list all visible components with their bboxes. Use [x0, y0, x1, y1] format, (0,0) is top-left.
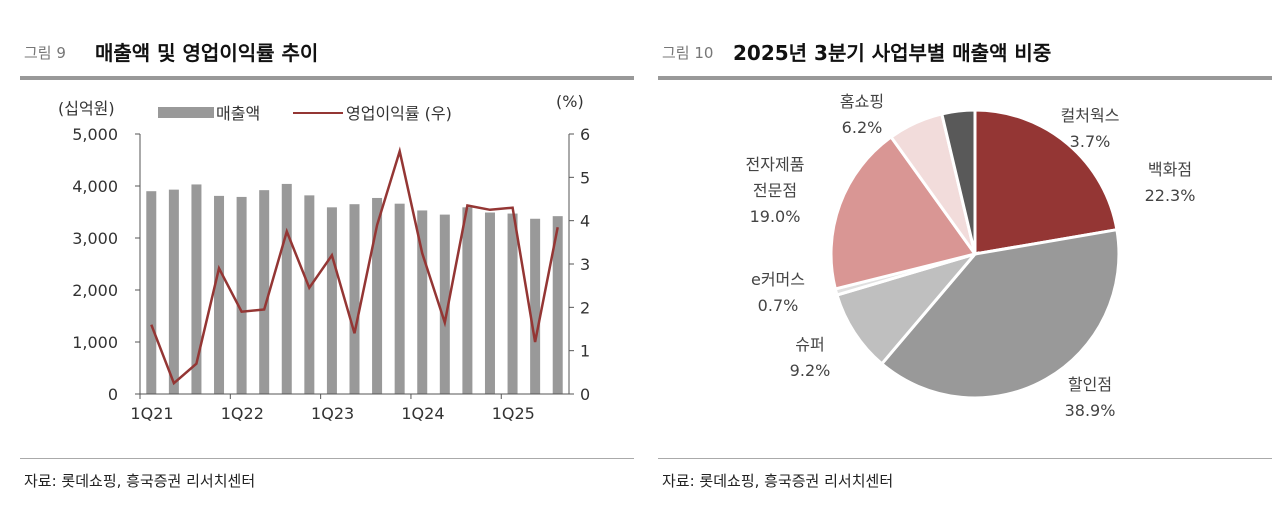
right-tick-label: 3 — [580, 255, 590, 274]
bar-2Q22 — [259, 190, 270, 394]
fig10-rule — [658, 76, 1272, 80]
right-tick-label: 6 — [580, 125, 590, 144]
pie-label-homeshopping: 홈쇼핑 6.2% — [839, 92, 885, 137]
legend-line-label: 영업이익률 (우) — [346, 104, 452, 123]
fig10-bottom-rule — [658, 458, 1272, 459]
fig9-title: 매출액 및 영업이익률 추이 — [95, 41, 319, 65]
pie-label-culture: 컬처웍스 3.7% — [1060, 106, 1120, 151]
pie-slice-전자제품 전문점 — [829, 134, 978, 291]
pie-slice-컬처웍스 — [939, 108, 977, 255]
x-tick-label: 1Q24 — [401, 404, 444, 423]
fig10-title: 2025년 3분기 사업부별 매출액 비중 — [733, 41, 1052, 65]
legend-bar-swatch — [158, 107, 214, 118]
bar-4Q23 — [394, 203, 405, 394]
x-tick-label: 1Q22 — [221, 404, 264, 423]
pie-label-dept: 백화점 22.3% — [1144, 160, 1196, 205]
pie-label-electronics: 전자제품 전문점 19.0% — [745, 155, 805, 226]
margin-line — [150, 146, 559, 386]
bar-1Q24 — [417, 210, 428, 394]
left-tick-label: 3,000 — [72, 229, 118, 248]
right-tick-label: 2 — [580, 298, 590, 317]
pie-label-discount: 할인점 38.9% — [1064, 375, 1116, 420]
left-tick-label: 0 — [108, 385, 118, 404]
legend-bar-label: 매출액 — [216, 104, 261, 123]
left-tick-label: 4,000 — [72, 177, 118, 196]
legend-line-swatch — [293, 112, 343, 114]
left-tick-label: 2,000 — [72, 281, 118, 300]
x-tick-label: 1Q23 — [311, 404, 354, 423]
fig9-source: 자료: 롯데쇼핑, 흥국증권 리서치센터 — [24, 472, 256, 490]
bar-3Q23 — [372, 197, 383, 394]
bar-1Q22 — [236, 196, 247, 394]
bar-1Q21 — [146, 191, 157, 394]
fig10-number: 그림 10 — [662, 44, 714, 62]
bar-3Q25 — [552, 216, 563, 394]
right-tick-label: 1 — [580, 342, 590, 361]
pie-slice-할인점 — [879, 227, 1121, 400]
right-axis-unit: (%) — [556, 92, 584, 111]
fig9-number: 그림 9 — [24, 44, 66, 62]
bar-2Q21 — [168, 189, 179, 394]
bar-4Q22 — [304, 195, 315, 394]
bar-2Q23 — [349, 204, 360, 394]
bar-3Q21 — [191, 184, 202, 394]
x-tick-label: 1Q21 — [130, 404, 173, 423]
bar-4Q21 — [214, 195, 225, 394]
bar-1Q25 — [507, 213, 518, 394]
bar-3Q24 — [462, 207, 473, 394]
pie-slice-슈퍼 — [835, 251, 980, 366]
pie-label-super: 슈퍼 9.2% — [789, 335, 831, 380]
x-tick-label: 1Q25 — [492, 404, 535, 423]
bar-4Q24 — [484, 212, 495, 394]
pie-slice-백화점 — [973, 108, 1119, 256]
left-tick-label: 1,000 — [72, 333, 118, 352]
left-axis-unit: (십억원) — [58, 99, 115, 118]
right-tick-label: 0 — [580, 385, 590, 404]
left-tick-label: 5,000 — [72, 125, 118, 144]
bar-3Q22 — [281, 183, 292, 394]
bar-2Q24 — [439, 214, 450, 394]
bar-2Q25 — [530, 218, 541, 394]
fig9-rule — [20, 76, 634, 80]
fig10-source: 자료: 롯데쇼핑, 흥국증권 리서치센터 — [662, 472, 894, 490]
fig9-bottom-rule — [20, 458, 634, 459]
right-tick-label: 5 — [580, 168, 590, 187]
bar-1Q23 — [326, 207, 337, 394]
right-tick-label: 4 — [580, 212, 590, 231]
pie-label-ecommerce: e커머스 0.7% — [750, 270, 805, 315]
